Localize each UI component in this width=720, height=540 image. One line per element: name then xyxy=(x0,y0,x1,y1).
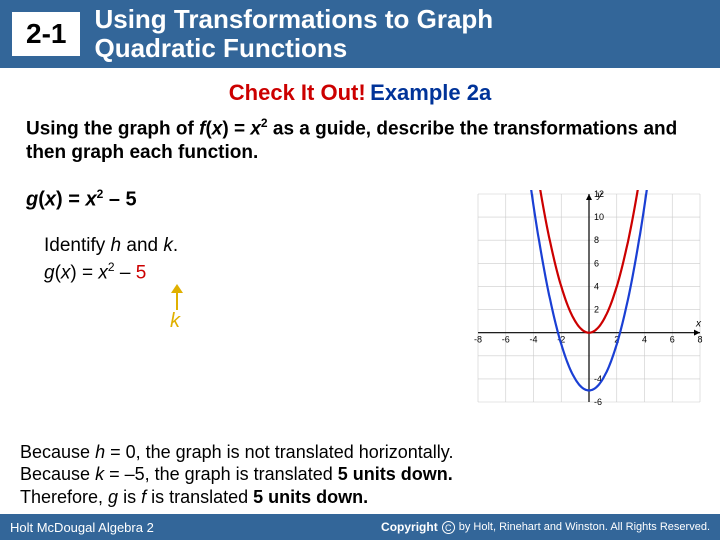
svg-text:10: 10 xyxy=(594,212,604,222)
svg-text:-6: -6 xyxy=(502,335,510,345)
eqn-x2: x xyxy=(85,188,96,210)
w2-minus: – xyxy=(115,262,136,283)
prompt-exp: 2 xyxy=(261,116,268,130)
w1-post: . xyxy=(173,235,178,256)
arrow-stem xyxy=(176,286,178,310)
check-it-out-label: Check It Out! xyxy=(229,80,366,105)
e3-pre: Therefore, xyxy=(20,487,108,507)
prompt-pre: Using the graph of xyxy=(26,118,199,139)
svg-text:4: 4 xyxy=(642,335,647,345)
svg-text:4: 4 xyxy=(594,281,599,291)
eqn-g: g xyxy=(26,188,38,210)
svg-text:-4: -4 xyxy=(529,335,537,345)
svg-text:8: 8 xyxy=(697,335,702,345)
e2-mid: = –5, the graph is translated xyxy=(104,464,338,484)
w2-x2: x xyxy=(98,262,108,283)
lesson-title: Using Transformations to Graph Quadratic… xyxy=(94,5,493,62)
graph-svg: -8-6-4-22468-6-424681012yx xyxy=(474,190,704,406)
e1-h: h xyxy=(95,442,105,462)
title-line-1: Using Transformations to Graph xyxy=(94,4,493,34)
w2-x: x xyxy=(61,262,71,283)
eqn-x: x xyxy=(45,188,56,210)
footer-copyright: Copyright C by Holt, Rinehart and Winsto… xyxy=(381,520,710,534)
w2-five: 5 xyxy=(136,262,147,283)
svg-text:x: x xyxy=(695,319,702,330)
copyright-label: Copyright xyxy=(381,520,438,534)
example-subheading: Check It Out! Example 2a xyxy=(0,80,720,106)
title-line-2: Quadratic Functions xyxy=(94,33,347,63)
eqn-p1: ( xyxy=(38,188,45,210)
w1-and: and xyxy=(121,235,163,256)
e2-bold: 5 units down. xyxy=(338,464,453,484)
w1-pre: Identify xyxy=(44,235,111,256)
graph-figure: -8-6-4-22468-6-424681012yx xyxy=(474,190,704,406)
svg-text:6: 6 xyxy=(594,258,599,268)
svg-text:2: 2 xyxy=(594,305,599,315)
k-label: k xyxy=(170,310,180,333)
svg-text:8: 8 xyxy=(594,235,599,245)
w2-p2: ) = xyxy=(70,262,98,283)
svg-text:y: y xyxy=(596,190,603,201)
svg-text:-8: -8 xyxy=(474,335,482,345)
w1-h: h xyxy=(111,235,122,256)
svg-text:-6: -6 xyxy=(594,397,602,406)
eqn-tail: – 5 xyxy=(103,188,136,210)
footer-book-title: Holt McDougal Algebra 2 xyxy=(10,520,154,535)
lesson-number-box: 2-1 xyxy=(12,12,80,56)
lesson-header: 2-1 Using Transformations to Graph Quadr… xyxy=(0,0,720,68)
e2-k: k xyxy=(95,464,104,484)
e2-pre: Because xyxy=(20,464,95,484)
w2-g: g xyxy=(44,262,55,283)
copyright-text: by Holt, Rinehart and Winston. All Right… xyxy=(459,521,710,533)
prompt-x2: x xyxy=(250,118,261,139)
explain-line-3: Therefore, g is f is translated 5 units … xyxy=(20,486,710,509)
prompt-text: Using the graph of f(x) = x2 as a guide,… xyxy=(26,116,694,165)
example-number: Example 2a xyxy=(370,80,491,105)
w1-k: k xyxy=(163,235,173,256)
page-footer: Holt McDougal Algebra 2 Copyright C by H… xyxy=(0,514,720,540)
e3-mid: is xyxy=(118,487,141,507)
w2-exp: 2 xyxy=(108,260,115,274)
explain-line-2: Because k = –5, the graph is translated … xyxy=(20,463,710,486)
e3-g: g xyxy=(108,487,118,507)
e3-bold: 5 units down. xyxy=(253,487,368,507)
e1-pre: Because xyxy=(20,442,95,462)
e3-mid2: is translated xyxy=(146,487,253,507)
explanation-text: Because h = 0, the graph is not translat… xyxy=(20,441,710,509)
e1-mid: = 0, the graph is not translated horizon… xyxy=(105,442,453,462)
explain-line-1: Because h = 0, the graph is not translat… xyxy=(20,441,710,464)
svg-text:6: 6 xyxy=(670,335,675,345)
prompt-eq: ) = xyxy=(222,118,250,139)
copyright-icon: C xyxy=(442,521,455,534)
eqn-p2: ) = xyxy=(56,188,85,210)
prompt-x: x xyxy=(212,118,223,139)
